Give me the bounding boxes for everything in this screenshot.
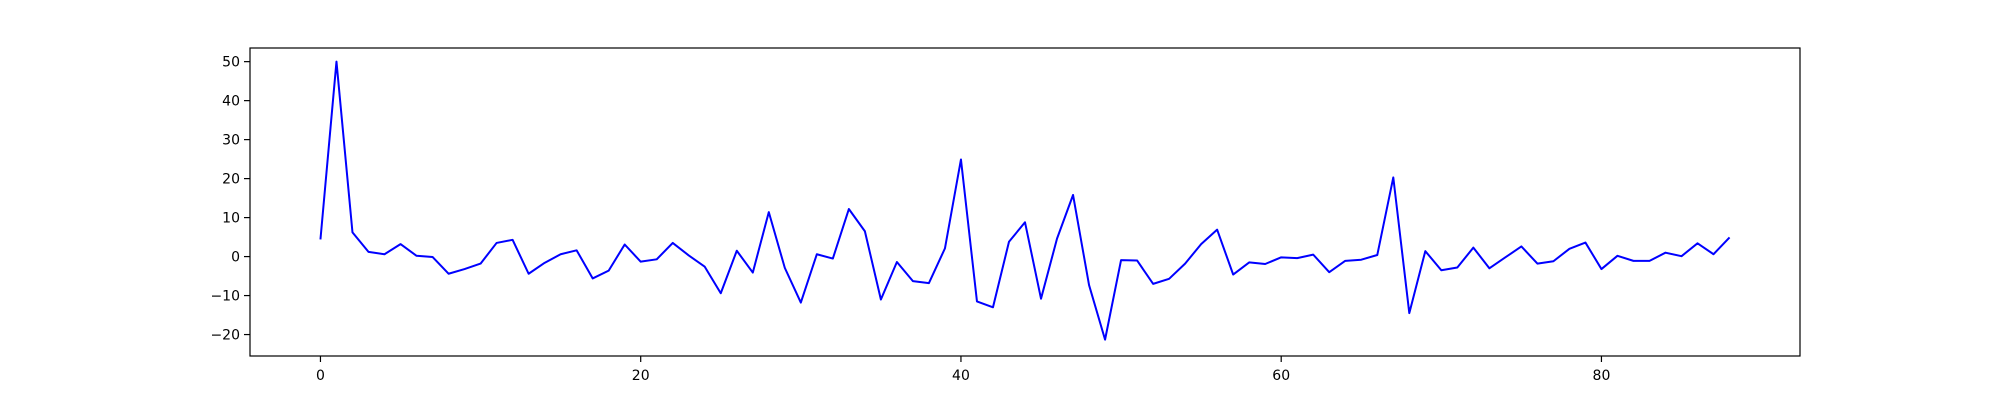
y-tick-label: 50 [222,55,240,71]
y-tick-label: −10 [210,289,240,305]
x-tick-label: 40 [952,368,970,384]
axes-layer: 0 20 40 60 80 −20 −10 0 10 20 30 40 50 [210,47,1801,384]
y-tick-label: −20 [210,328,240,344]
x-tick-label: 20 [632,368,650,384]
series-layer [319,60,1731,341]
x-tick-label: 0 [316,368,325,384]
y-tick-label: 40 [222,94,240,110]
y-tick-label: 0 [231,250,240,266]
y-tick-label: 10 [222,211,240,227]
x-tick-label: 80 [1593,368,1611,384]
y-tick-label: 30 [222,133,240,149]
plot-frame [249,47,1801,357]
x-tick-label: 60 [1272,368,1290,384]
y-tick-label: 20 [222,172,240,188]
series-line-0 [319,60,1731,341]
